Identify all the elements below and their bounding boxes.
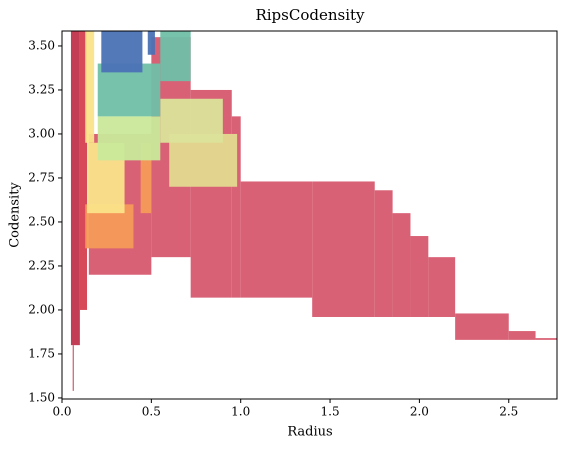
- y-axis-label: Codensity: [8, 182, 23, 248]
- y-tick-label: 2.00: [28, 302, 55, 316]
- region: [101, 31, 143, 73]
- region: [455, 313, 509, 340]
- region: [79, 31, 88, 310]
- axes-frame: [61, 30, 558, 400]
- y-tick-label: 1.75: [28, 346, 55, 360]
- region: [410, 236, 429, 317]
- x-tick-label: 0.0: [52, 405, 71, 419]
- region: [374, 190, 393, 317]
- y-tick-label: 3.50: [28, 38, 55, 52]
- x-tick-label: 1.0: [231, 405, 250, 419]
- y-tick-label: 2.50: [28, 214, 55, 228]
- y-tick-label: 1.50: [28, 390, 55, 404]
- region: [231, 116, 241, 298]
- y-tick-label: 3.00: [28, 126, 55, 140]
- region: [85, 31, 95, 143]
- region: [312, 181, 375, 317]
- region: [535, 338, 557, 340]
- region: [97, 116, 161, 161]
- region: [240, 181, 313, 298]
- y-tick-label: 3.25: [28, 82, 55, 96]
- x-tick-label: 1.5: [321, 405, 340, 419]
- region: [140, 142, 152, 214]
- region: [160, 98, 223, 143]
- region: [392, 213, 411, 317]
- x-tick-label: 2.5: [499, 405, 518, 419]
- x-tick-label: 2.0: [410, 405, 429, 419]
- region: [508, 331, 536, 340]
- chart-title: RipsCodensity: [255, 6, 365, 24]
- y-tick-label: 2.25: [28, 258, 55, 272]
- plot-area: [70, 31, 557, 391]
- region: [160, 31, 191, 82]
- region: [72, 345, 74, 391]
- y-tick-label: 2.75: [28, 170, 55, 184]
- region: [70, 31, 80, 346]
- x-axis-label: Radius: [287, 425, 332, 440]
- x-tick-label: 0.5: [142, 405, 161, 419]
- region: [428, 257, 456, 317]
- region: [147, 31, 155, 55]
